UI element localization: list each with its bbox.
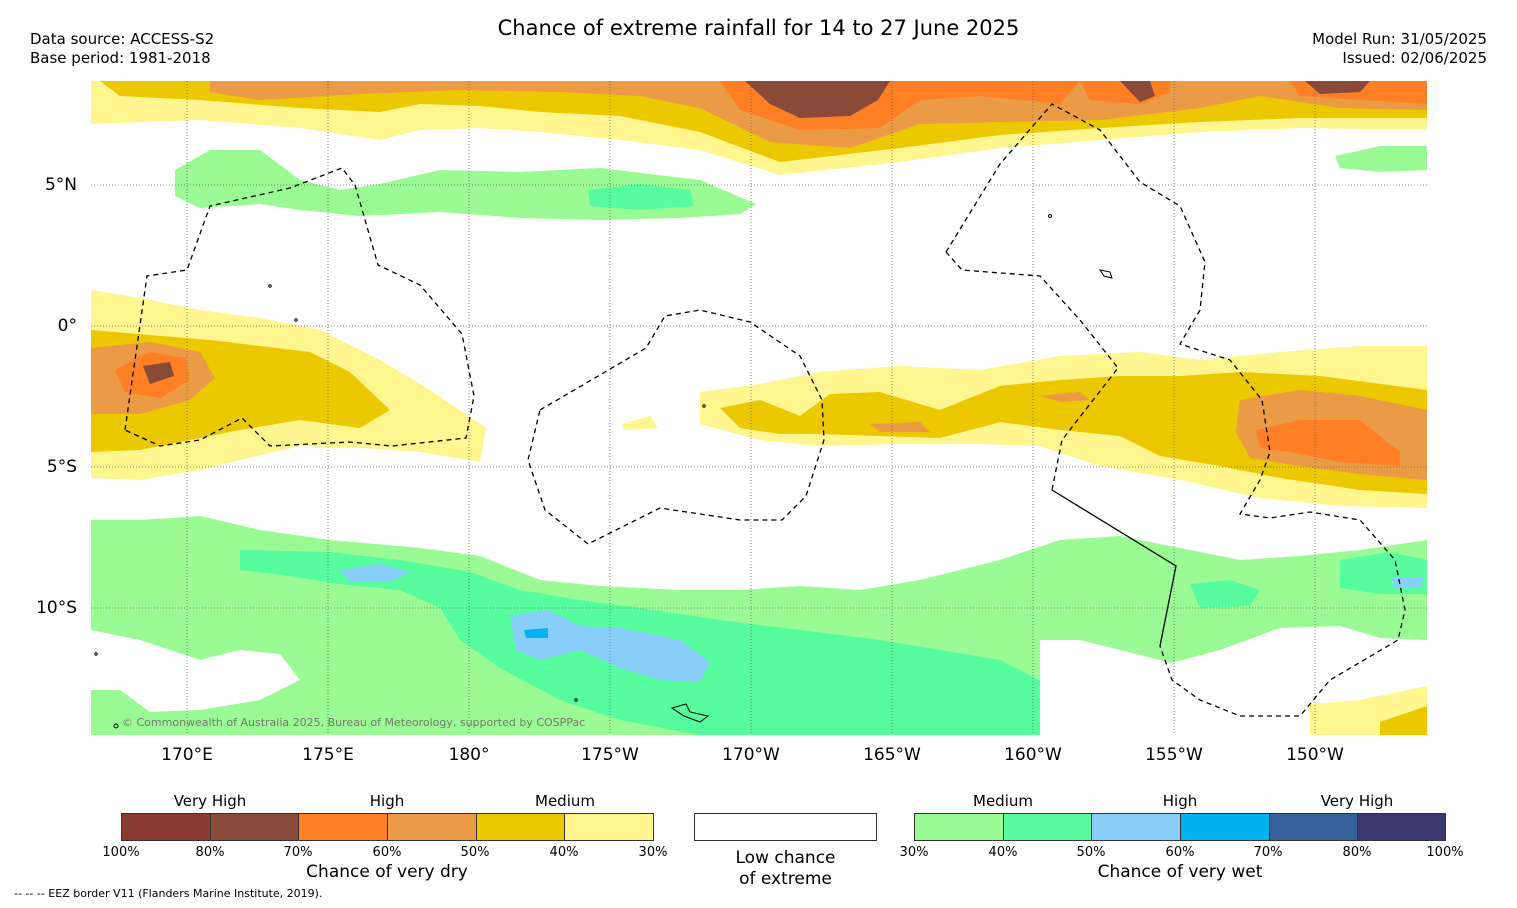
low-chance-line2: of extreme: [739, 869, 832, 889]
wet-swatch-40-50: [1003, 814, 1093, 840]
dry-tick-80: 80%: [195, 845, 225, 860]
wet-tick-100: 100%: [1426, 845, 1464, 860]
eez-footnote: -- -- -- EEZ border V11 (Flanders Marine…: [14, 887, 323, 900]
wet-swatch-30-40: [915, 814, 1004, 840]
base-period-text: Base period: 1981-2018: [30, 49, 211, 67]
wet-tick-40: 40%: [988, 845, 1018, 860]
data-source-text: Data source: ACCESS-S2: [30, 30, 215, 48]
dry-swatch-80-70: [210, 814, 300, 840]
copyright-notice: © Commonwealth of Australia 2025, Bureau…: [122, 716, 586, 729]
wet-category-high: High: [1162, 792, 1198, 810]
dry-tick-70: 70%: [283, 845, 313, 860]
lat-label-0: 0°: [57, 316, 77, 336]
data-source-block: Data source: ACCESS-S2 Base period: 1981…: [30, 30, 214, 68]
small-dry-blob: [622, 416, 658, 430]
north-high-dry-2: [720, 81, 1427, 130]
wet-swatch-70-80: [1269, 814, 1359, 840]
boundary-line: [1051, 489, 1177, 647]
wet-swatch-50-60: [1092, 814, 1182, 840]
dry-tick-30: 30%: [638, 845, 668, 860]
central-dry-high: [870, 390, 1427, 480]
wet-legend-bar: [914, 813, 1446, 841]
dry-category-very-high: Very High: [173, 792, 247, 810]
dry-legend-bar: [121, 813, 654, 841]
dry-tick-100: 100%: [102, 845, 140, 860]
dry-swatch-40-30: [565, 814, 654, 840]
dry-swatch-60-50: [388, 814, 477, 840]
low-chance-swatch: [694, 813, 877, 841]
lon-label-180: 180°: [448, 745, 490, 765]
wet-swatch-60-70: [1181, 814, 1270, 840]
lon-label-170w: 170°W: [722, 745, 780, 765]
dry-tick-60: 60%: [372, 845, 402, 860]
lon-label-160w: 160°W: [1004, 745, 1062, 765]
wet-category-medium: Medium: [973, 792, 1033, 810]
map-fields: [91, 81, 1427, 735]
eez-borders: [124, 103, 1406, 717]
lon-label-175w: 175°W: [581, 745, 639, 765]
wet-tick-50: 50%: [1076, 845, 1106, 860]
gridlines: [91, 81, 1427, 735]
wet-tick-30: 30%: [899, 845, 929, 860]
lon-label-165w: 165°W: [863, 745, 921, 765]
lon-label-170e: 170°E: [161, 745, 213, 765]
lon-label-155w: 155°W: [1145, 745, 1203, 765]
dry-swatch-50-40: [476, 814, 566, 840]
dry-category-medium: Medium: [535, 792, 595, 810]
north-very-high-dry: [745, 81, 1370, 118]
east-wet-medium: [1190, 552, 1427, 608]
dry-tick-50: 50%: [460, 845, 490, 860]
low-chance-line1: Low chance: [735, 848, 836, 868]
wet-tick-70: 70%: [1253, 845, 1283, 860]
north-wet-medium: [588, 184, 694, 210]
dry-legend-title: Chance of very dry: [306, 862, 468, 882]
west-equatorial-very-high: [143, 362, 174, 384]
wet-category-very-high: Very High: [1320, 792, 1394, 810]
dry-swatch-100-80: [122, 814, 211, 840]
south-wet-high-2: [340, 564, 410, 582]
lon-label-175e: 175°E: [302, 745, 354, 765]
central-dry-higher: [1256, 420, 1400, 466]
south-wet-higher: [524, 628, 548, 638]
south-low-chance-1: [91, 630, 300, 712]
dry-tick-40: 40%: [549, 845, 579, 860]
wet-tick-80: 80%: [1342, 845, 1372, 860]
model-run-block: Model Run: 31/05/2025 Issued: 02/06/2025: [1312, 30, 1487, 68]
lat-label-5s: 5°S: [46, 457, 77, 477]
dry-category-high: High: [369, 792, 405, 810]
east-wet-high: [1392, 578, 1424, 588]
northeast-wet: [1335, 146, 1427, 172]
lat-label-5n: 5°N: [44, 175, 77, 195]
dry-swatch-70-60: [299, 814, 389, 840]
lat-label-10s: 10°S: [36, 598, 77, 618]
wet-swatch-80-100: [1358, 814, 1446, 840]
southeast-dry-medium: [1380, 706, 1427, 735]
lon-label-150w: 150°W: [1286, 745, 1344, 765]
islands: [94, 214, 1113, 729]
wet-legend-title: Chance of very wet: [1097, 862, 1263, 882]
wet-tick-60: 60%: [1165, 845, 1195, 860]
issued-date-text: Issued: 02/06/2025: [1342, 49, 1487, 67]
map-title: Chance of extreme rainfall for 14 to 27 …: [497, 16, 1020, 40]
model-run-text: Model Run: 31/05/2025: [1312, 30, 1487, 48]
